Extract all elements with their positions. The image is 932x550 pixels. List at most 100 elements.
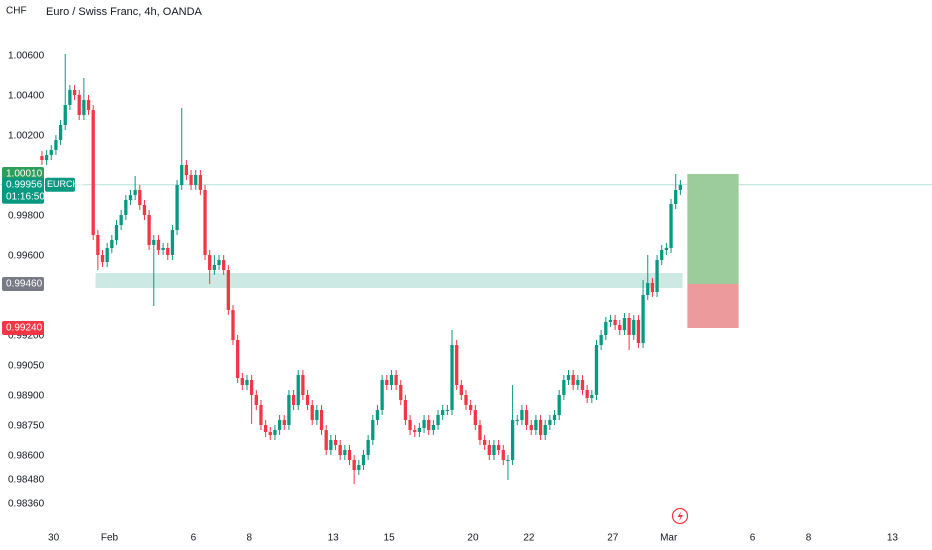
candle-body bbox=[552, 415, 557, 420]
x-tick-label: 22 bbox=[523, 533, 535, 544]
candle-body bbox=[632, 320, 636, 335]
candle-body bbox=[124, 200, 128, 215]
candle-body bbox=[277, 420, 282, 430]
candle-body bbox=[557, 395, 561, 415]
candle-body bbox=[296, 375, 300, 405]
countdown-label: 01:16:50 bbox=[6, 191, 45, 202]
candle-body bbox=[198, 175, 203, 190]
candle-body bbox=[496, 445, 501, 450]
candle-body bbox=[524, 410, 529, 425]
candle-body bbox=[529, 425, 533, 430]
x-tick-label: 30 bbox=[48, 533, 60, 544]
candle-body bbox=[436, 415, 440, 425]
candle-body bbox=[371, 420, 375, 440]
candle-body bbox=[128, 195, 133, 200]
y-tick-label: 0.98480 bbox=[8, 475, 45, 486]
candle-body bbox=[660, 250, 664, 260]
candle-body bbox=[152, 240, 156, 245]
candle-body bbox=[63, 105, 67, 125]
target-price-label-box bbox=[2, 167, 44, 181]
candle-body bbox=[189, 175, 193, 185]
candle-body bbox=[482, 440, 487, 445]
candle-body bbox=[408, 420, 412, 430]
candle-body bbox=[417, 428, 422, 432]
candle-body bbox=[226, 270, 230, 310]
candle-body bbox=[329, 440, 333, 450]
candle-body bbox=[385, 380, 389, 385]
candle-body bbox=[455, 345, 459, 385]
y-tick-label: 0.98600 bbox=[8, 451, 45, 462]
candle-body bbox=[641, 295, 645, 343]
candle-body bbox=[44, 155, 49, 160]
candle-body bbox=[361, 455, 366, 465]
candle-body bbox=[650, 283, 655, 292]
support-zone bbox=[95, 273, 683, 288]
candle-body bbox=[343, 450, 347, 455]
candle-body bbox=[352, 460, 356, 470]
candle-body bbox=[105, 248, 109, 262]
candle-body bbox=[91, 110, 95, 235]
candle-body bbox=[231, 310, 235, 340]
candle-body bbox=[77, 95, 81, 115]
candle-body bbox=[618, 325, 622, 330]
candle-body bbox=[590, 395, 594, 398]
candle-body bbox=[114, 225, 119, 240]
candle-body bbox=[273, 430, 277, 435]
candle-body bbox=[217, 260, 221, 265]
candle-body bbox=[138, 190, 142, 205]
candle-body bbox=[301, 375, 305, 395]
candle-body bbox=[208, 255, 212, 270]
candle-body bbox=[669, 204, 673, 248]
position-loss bbox=[687, 284, 739, 328]
y-tick-label: 0.98360 bbox=[8, 499, 45, 510]
candle-body bbox=[100, 255, 105, 262]
y-tick-label: 0.99050 bbox=[8, 361, 45, 372]
candle-body bbox=[194, 175, 198, 185]
y-tick-label: 0.98900 bbox=[8, 391, 45, 402]
candle-body bbox=[413, 430, 417, 432]
candle-body bbox=[678, 184, 683, 190]
candle-body bbox=[520, 410, 524, 420]
candle-body bbox=[291, 395, 296, 405]
candle-body bbox=[674, 190, 678, 204]
candle-body bbox=[236, 340, 240, 378]
candle-body bbox=[249, 380, 254, 395]
candle-body bbox=[580, 380, 585, 390]
candle-body bbox=[212, 265, 217, 270]
candle-body bbox=[403, 400, 408, 420]
candle-body bbox=[469, 405, 473, 410]
candle-body bbox=[49, 150, 53, 155]
candle-body bbox=[613, 320, 617, 325]
alert-icon[interactable] bbox=[671, 507, 689, 525]
candle-body bbox=[492, 445, 496, 455]
candle-body bbox=[506, 460, 510, 461]
candle-body bbox=[464, 395, 468, 405]
candle-body bbox=[562, 380, 566, 395]
candle-body bbox=[184, 165, 189, 175]
candle-body bbox=[599, 335, 603, 345]
candle-body bbox=[366, 440, 370, 455]
candle-body bbox=[608, 320, 613, 322]
entry-price-label: 0.99460 bbox=[6, 279, 43, 290]
candle-body bbox=[473, 410, 477, 425]
candle-body bbox=[166, 248, 170, 255]
candle-body bbox=[142, 205, 147, 215]
candle-body bbox=[576, 380, 580, 385]
candle-body bbox=[222, 260, 226, 270]
candle-body bbox=[170, 230, 175, 255]
candle-body bbox=[86, 100, 91, 110]
candle-body bbox=[40, 156, 44, 160]
stop-price-label-box bbox=[2, 321, 44, 335]
candle-body bbox=[594, 345, 599, 395]
candle-body bbox=[96, 235, 100, 255]
candle-body bbox=[389, 375, 394, 385]
candle-body bbox=[450, 345, 454, 410]
candle-body bbox=[82, 100, 86, 115]
candle-body bbox=[54, 140, 58, 150]
x-tick-label: 27 bbox=[607, 533, 619, 544]
currency-label: CHF bbox=[6, 6, 27, 17]
candle-body bbox=[627, 318, 631, 335]
candle-body bbox=[655, 260, 659, 292]
candle-body bbox=[622, 318, 627, 330]
